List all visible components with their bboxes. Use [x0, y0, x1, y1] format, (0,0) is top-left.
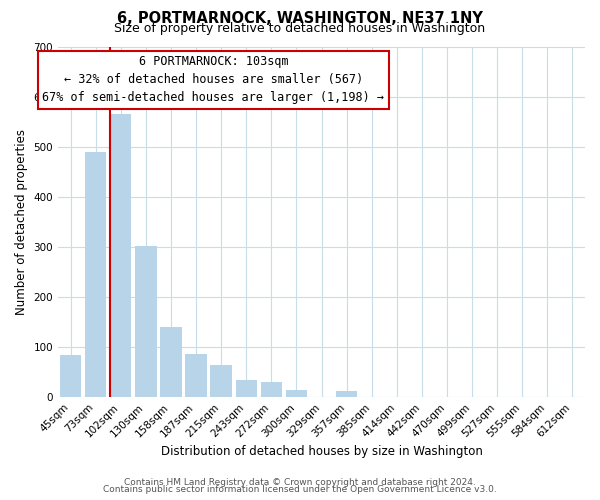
- Text: 6, PORTMARNOCK, WASHINGTON, NE37 1NY: 6, PORTMARNOCK, WASHINGTON, NE37 1NY: [117, 11, 483, 26]
- Bar: [85, 152, 106, 397]
- Bar: [260, 382, 282, 397]
- Bar: [135, 246, 157, 397]
- Y-axis label: Number of detached properties: Number of detached properties: [15, 129, 28, 315]
- Bar: [286, 390, 307, 397]
- Bar: [110, 114, 131, 397]
- Bar: [160, 327, 182, 397]
- Bar: [185, 354, 207, 397]
- Text: Contains HM Land Registry data © Crown copyright and database right 2024.: Contains HM Land Registry data © Crown c…: [124, 478, 476, 487]
- Bar: [211, 364, 232, 397]
- Bar: [336, 391, 357, 397]
- Text: Size of property relative to detached houses in Washington: Size of property relative to detached ho…: [115, 22, 485, 35]
- Text: 6 PORTMARNOCK: 103sqm
← 32% of detached houses are smaller (567)
67% of semi-det: 6 PORTMARNOCK: 103sqm ← 32% of detached …: [43, 56, 385, 104]
- Bar: [60, 355, 81, 397]
- Text: Contains public sector information licensed under the Open Government Licence v3: Contains public sector information licen…: [103, 485, 497, 494]
- Bar: [236, 380, 257, 397]
- X-axis label: Distribution of detached houses by size in Washington: Distribution of detached houses by size …: [161, 444, 482, 458]
